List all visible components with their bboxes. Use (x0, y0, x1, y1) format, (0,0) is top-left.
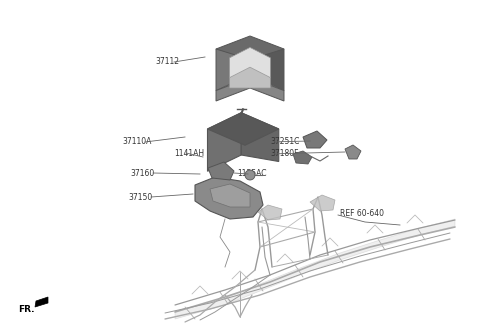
Text: 1125AC: 1125AC (237, 168, 266, 178)
Polygon shape (175, 219, 455, 319)
Text: 37112: 37112 (155, 57, 179, 65)
Polygon shape (208, 162, 234, 180)
Text: 37180F: 37180F (270, 149, 299, 159)
Polygon shape (195, 177, 263, 219)
Text: 37110A: 37110A (122, 137, 151, 146)
Polygon shape (303, 131, 327, 148)
Text: REF 60-640: REF 60-640 (340, 209, 384, 217)
Text: 37160: 37160 (130, 168, 154, 178)
Polygon shape (345, 145, 361, 159)
Polygon shape (210, 184, 250, 207)
Polygon shape (216, 49, 244, 91)
Text: FR.: FR. (18, 304, 35, 314)
Polygon shape (216, 77, 284, 101)
Polygon shape (207, 113, 241, 171)
Polygon shape (229, 67, 270, 88)
Polygon shape (310, 195, 335, 211)
Polygon shape (293, 151, 312, 164)
Polygon shape (258, 205, 282, 220)
Polygon shape (229, 47, 270, 77)
Text: 1141AH: 1141AH (174, 148, 204, 158)
Circle shape (245, 170, 255, 180)
Polygon shape (216, 36, 284, 62)
Polygon shape (255, 49, 284, 91)
Polygon shape (35, 297, 48, 307)
Text: 37150: 37150 (128, 193, 152, 201)
Text: 37251C: 37251C (270, 137, 300, 146)
Polygon shape (241, 113, 279, 162)
Polygon shape (207, 113, 279, 145)
